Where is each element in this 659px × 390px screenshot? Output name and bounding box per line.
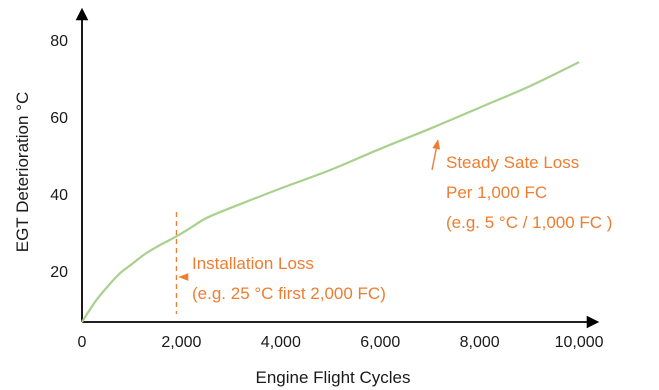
installation-loss-annotation: Installation Loss (e.g. 25 °C first 2,00… <box>175 212 386 314</box>
x-tick-labels: 0 2,000 4,000 6,000 8,000 10,000 <box>78 334 604 351</box>
x-tick-label: 4,000 <box>261 334 301 351</box>
egt-series-line <box>81 61 580 323</box>
x-axis-title: Engine Flight Cycles <box>256 368 411 387</box>
installation-loss-example: (e.g. 25 °C first 2,000 FC) <box>192 284 386 303</box>
x-tick-label: 2,000 <box>161 334 201 351</box>
steady-state-arrow <box>431 139 441 171</box>
installation-loss-label: Installation Loss <box>192 254 314 273</box>
x-tick-label: 0 <box>78 334 87 351</box>
steady-state-annotation: Steady Sate Loss Per 1,000 FC (e.g. 5 °C… <box>431 139 612 232</box>
y-tick-label: 80 <box>50 33 68 50</box>
x-tick-label: 10,000 <box>555 334 604 351</box>
y-tick-labels: 20 40 60 80 <box>50 33 68 281</box>
y-tick-label: 20 <box>50 264 68 281</box>
steady-state-label: Steady Sate Loss <box>446 153 579 172</box>
x-tick-label: 8,000 <box>460 334 500 351</box>
steady-state-example: (e.g. 5 °C / 1,000 FC ) <box>446 213 612 232</box>
steady-state-rate: Per 1,000 FC <box>446 183 547 202</box>
y-tick-label: 60 <box>50 110 68 127</box>
y-tick-label: 40 <box>50 187 68 204</box>
x-tick-label: 6,000 <box>360 334 400 351</box>
y-axis-title: EGT Deterioration °C <box>13 92 32 253</box>
